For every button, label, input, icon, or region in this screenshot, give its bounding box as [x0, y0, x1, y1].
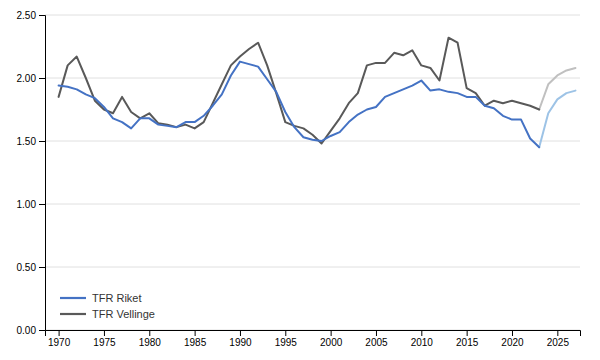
y-axis: 0.00 0.50 1.00 1.50 2.00 2.50: [17, 10, 46, 336]
x-tick: 2005: [365, 330, 388, 348]
x-tick-label: 1975: [93, 337, 116, 348]
x-tick: 1970: [48, 330, 71, 348]
y-tick-mark: [39, 15, 45, 16]
x-tick-mark: [59, 330, 60, 336]
plot: 1970 1975 1980 1985 1990 1995 2000 2005 2010 2015…: [17, 10, 581, 348]
series-line: [539, 68, 575, 110]
legend: TFR Riket TFR Vellinge: [60, 292, 155, 320]
y-tick: 1.50: [17, 136, 45, 147]
x-tick: 2020: [501, 330, 524, 348]
y-tick-label: 1.00: [17, 199, 37, 210]
y-tick-label: 0.50: [17, 262, 37, 273]
x-tick-label: 2010: [411, 337, 434, 348]
x-tick: 2025: [547, 330, 570, 348]
x-tick-mark: [149, 330, 150, 336]
x-tick-mark: [285, 330, 286, 336]
x-tick-mark: [512, 330, 513, 336]
legend-item: TFR Vellinge: [60, 308, 155, 320]
x-tick-mark: [557, 330, 558, 336]
grid-line: [45, 78, 580, 79]
y-tick: 2.50: [17, 10, 45, 21]
x-tick-mark: [376, 330, 377, 336]
grid: [45, 15, 580, 330]
y-tick: 0.00: [17, 325, 45, 336]
x-tick: 2015: [456, 330, 479, 348]
y-tick-mark: [39, 330, 45, 331]
chart: 1970 1975 1980 1985 1990 1995 2000 2005 2010 2015…: [0, 0, 600, 360]
series-line: [539, 91, 575, 148]
x-tick-label: 2005: [365, 337, 388, 348]
x-tick-mark: [195, 330, 196, 336]
x-axis: 1970 1975 1980 1985 1990 1995 2000 2005 2010 2015…: [46, 330, 581, 348]
x-tick: 2010: [411, 330, 434, 348]
x-tick: 1985: [184, 330, 207, 348]
axis-line: [46, 331, 581, 337]
y-tick: 0.50: [17, 262, 45, 273]
y-tick-label: 2.50: [17, 10, 37, 21]
y-tick-mark: [39, 267, 45, 268]
x-tick-label: 2025: [547, 337, 570, 348]
series-line: [59, 62, 540, 148]
lines: [59, 38, 576, 148]
legend-item: TFR Riket: [60, 292, 142, 304]
axis-line: [39, 16, 46, 331]
x-tick-mark: [467, 330, 468, 336]
x-tick-mark: [331, 330, 332, 336]
x-tick-label: 2020: [501, 337, 524, 348]
x-tick-label: 1990: [229, 337, 252, 348]
x-tick: 1990: [229, 330, 252, 348]
grid-line: [45, 267, 580, 268]
y-tick-label: 2.00: [17, 73, 37, 84]
y-tick-mark: [39, 204, 45, 205]
x-tick-label: 2000: [320, 337, 343, 348]
x-tick: 1995: [275, 330, 298, 348]
y-tick-label: 1.50: [17, 136, 37, 147]
x-tick-label: 1995: [275, 337, 298, 348]
x-tick-label: 1980: [139, 337, 162, 348]
legend-swatch: [60, 297, 86, 299]
legend-label: TFR Riket: [92, 292, 142, 304]
grid-line: [45, 204, 580, 205]
legend-swatch: [60, 313, 86, 315]
y-tick-label: 0.00: [17, 325, 37, 336]
x-tick-label: 1970: [48, 337, 71, 348]
x-tick: 2000: [320, 330, 343, 348]
y-tick: 1.00: [17, 199, 45, 210]
x-tick-mark: [240, 330, 241, 336]
x-tick-label: 2015: [456, 337, 479, 348]
x-tick: 1980: [139, 330, 162, 348]
y-tick-mark: [39, 141, 45, 142]
legend-label: TFR Vellinge: [92, 308, 155, 320]
x-tick-mark: [104, 330, 105, 336]
grid-line: [45, 15, 580, 16]
x-tick-mark: [421, 330, 422, 336]
x-tick: 1975: [93, 330, 116, 348]
y-tick-mark: [39, 78, 45, 79]
y-tick: 2.00: [17, 73, 45, 84]
x-tick-label: 1985: [184, 337, 207, 348]
